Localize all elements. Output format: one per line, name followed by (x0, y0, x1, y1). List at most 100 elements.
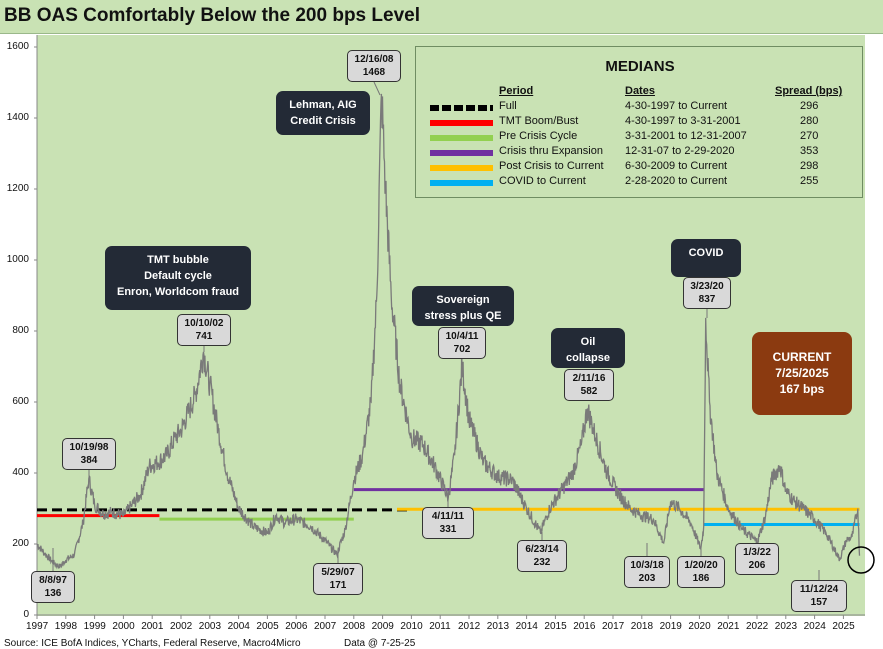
x-tick-label: 2013 (486, 621, 510, 632)
event-box-sovereign: Sovereign stress plus QE (412, 286, 514, 326)
series-group (36, 93, 861, 570)
x-tick-label: 2006 (285, 621, 308, 632)
annotation-value: 702 (453, 344, 471, 355)
annotation-date: 10/10/02 (184, 318, 224, 329)
current-label: CURRENT (772, 350, 832, 364)
x-tick-label: 2024 (803, 621, 826, 632)
x-tick-label: 2014 (515, 621, 538, 632)
spread-line (36, 93, 861, 570)
y-tick-label: 200 (12, 538, 29, 549)
current-value: 167 bps (779, 382, 825, 396)
annotation-value: 157 (810, 597, 828, 608)
x-tick-label: 2017 (602, 621, 625, 632)
annotation-value: 837 (698, 294, 716, 305)
annotation-date: 6/23/14 (525, 544, 559, 555)
medians-dates: 12-31-07 to 2-29-2020 (625, 145, 735, 157)
annotation-value: 186 (692, 573, 710, 584)
event-text: COVID (688, 247, 724, 259)
annotation-2011-low: 4/11/11 331 (422, 507, 474, 539)
medians-header-spread: Spread (bps) (775, 85, 843, 97)
medians-header-dates: Dates (625, 85, 655, 97)
event-text: Default cycle (144, 270, 212, 282)
x-tick-label: 2016 (573, 621, 596, 632)
annotation-date: 1/20/20 (684, 560, 718, 571)
x-tick-label: 2019 (659, 621, 682, 632)
annotation-date: 3/23/20 (690, 281, 724, 292)
medians-row: Crisis thru Expansion 12-31-07 to 2-29-2… (416, 145, 864, 160)
annotation-value: 136 (44, 588, 62, 599)
annotation-value: 232 (533, 557, 551, 568)
annotation-date: 5/29/07 (321, 567, 355, 578)
medians-row: COVID to Current 2-28-2020 to Current 25… (416, 175, 864, 190)
legend-swatch (430, 165, 493, 171)
source-text: Source: ICE BofA Indices, YCharts, Feder… (4, 638, 301, 649)
x-tick-label: 2015 (544, 621, 567, 632)
annotation-2020-low: 1/20/20 186 (677, 556, 725, 588)
x-tick-label: 2003 (198, 621, 222, 632)
medians-header-period: Period (499, 85, 534, 97)
medians-title: MEDIANS (605, 58, 675, 75)
medians-table: MEDIANS Period Dates Spread (bps) Full 4… (415, 46, 863, 198)
y-tick-label: 1200 (6, 183, 29, 194)
medians-row: Pre Crisis Cycle 3-31-2001 to 12-31-2007… (416, 130, 864, 145)
legend-swatch (430, 120, 493, 126)
x-tick-label: 1999 (83, 621, 106, 632)
annotation-2007: 5/29/07 171 (313, 563, 363, 595)
medians-dates: 3-31-2001 to 12-31-2007 (625, 130, 747, 142)
annotation-date: 10/19/98 (69, 442, 109, 453)
medians-spread: 255 (800, 175, 819, 187)
medians-dates: 2-28-2020 to Current (625, 175, 728, 187)
annotation-value: 741 (195, 331, 213, 342)
annotation-date: 10/3/18 (630, 560, 664, 571)
y-tick-label: 600 (12, 396, 29, 407)
medians-spread: 270 (800, 130, 819, 142)
x-tick-label: 2022 (746, 621, 769, 632)
event-text: Lehman, AIG (289, 99, 357, 111)
annotation-value: 171 (329, 580, 347, 591)
event-text: Sovereign (436, 294, 490, 306)
event-text: stress plus QE (424, 310, 502, 322)
annotation-2014: 6/23/14 232 (517, 540, 567, 572)
annotation-2020-high: 3/23/20 837 (683, 277, 731, 309)
x-tick-label: 2025 (832, 621, 855, 632)
annotation-date: 12/16/08 (354, 54, 394, 65)
annotation-1998: 10/19/98 384 (62, 438, 116, 470)
legend-swatch (430, 135, 493, 141)
annotation-date: 1/3/22 (743, 547, 771, 558)
annotation-date: 4/11/11 (431, 511, 465, 522)
medians-period: TMT Boom/Bust (499, 115, 579, 127)
medians-spread: 298 (800, 160, 819, 172)
medians-period: COVID to Current (499, 175, 586, 187)
y-tick-label: 1000 (6, 254, 29, 265)
legend-swatch (430, 150, 493, 156)
medians-period: Pre Crisis Cycle (499, 130, 578, 142)
x-tick-label: 1997 (26, 621, 49, 632)
medians-dates: 4-30-1997 to Current (625, 100, 728, 112)
event-text: collapse (565, 352, 611, 364)
annotation-leader (373, 81, 381, 96)
annotation-2024: 11/12/24 157 (791, 580, 847, 612)
medians-row: Full 4-30-1997 to Current 296 (416, 100, 864, 115)
annotation-date: 10/4/11 (445, 331, 479, 342)
medians-spread: 280 (800, 115, 819, 127)
x-tick-label: 2009 (371, 621, 394, 632)
annotation-value: 582 (580, 386, 598, 397)
y-tick-label: 800 (12, 325, 29, 336)
annotation-low-1997: 8/8/97 136 (31, 571, 75, 603)
event-text: Credit Crisis (290, 115, 356, 127)
event-text: TMT bubble (147, 254, 209, 266)
medians-spread: 296 (800, 100, 819, 112)
y-tick-label: 1400 (6, 112, 29, 123)
y-tick-label: 1600 (6, 41, 29, 52)
annotation-2008: 12/16/08 1468 (347, 50, 401, 82)
annotation-date: 2/11/16 (572, 373, 606, 384)
x-tick-label: 2010 (400, 621, 423, 632)
medians-dates: 6-30-2009 to Current (625, 160, 728, 172)
event-text: Oil (580, 336, 596, 348)
current-date: 7/25/2025 (775, 366, 829, 380)
x-tick-label: 2011 (429, 621, 451, 632)
x-tick-label: 2007 (314, 621, 337, 632)
medians-period: Crisis thru Expansion (499, 145, 603, 157)
x-tick-label: 2023 (774, 621, 798, 632)
